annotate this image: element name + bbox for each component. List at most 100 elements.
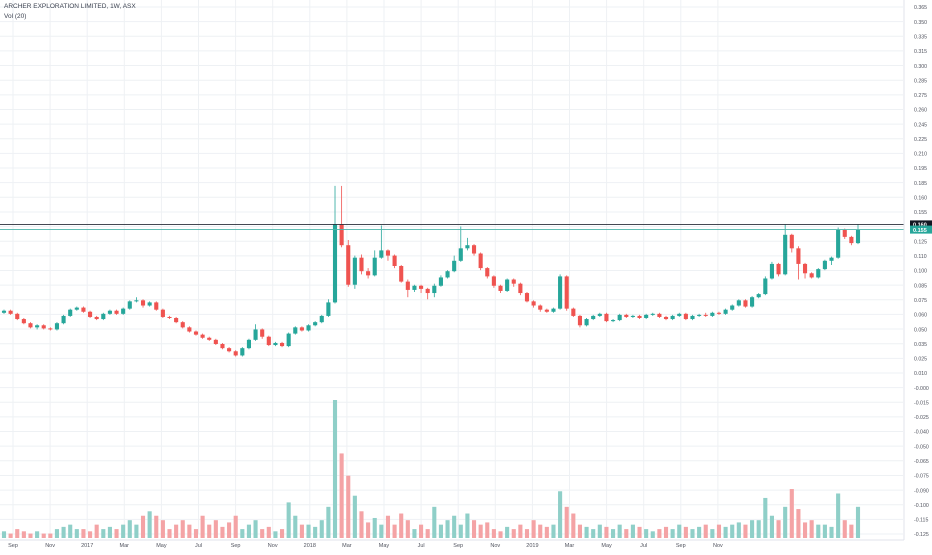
volume-bar [412, 529, 417, 538]
candle-body [756, 294, 761, 298]
candle-body [187, 327, 192, 332]
volume-bar [266, 526, 271, 538]
candle-body [154, 302, 159, 310]
candle-body [445, 271, 450, 278]
volume-bar [730, 524, 735, 538]
candle-body [438, 277, 443, 286]
volume-bar [816, 524, 821, 538]
volume-bar [723, 526, 728, 538]
candle-body [147, 302, 152, 306]
candle-body [332, 224, 338, 303]
candle-body [319, 315, 324, 323]
time-tick-label: Nov [490, 543, 500, 549]
price-tick-label: 0.365 [914, 5, 927, 11]
volume-bar [346, 475, 351, 538]
horizontal-lines[interactable] [0, 223, 904, 231]
volume-bar [273, 531, 278, 538]
volume-bar [663, 526, 669, 538]
volume-bar [538, 524, 543, 538]
price-tick-label: 0.025 [914, 357, 927, 363]
candle-body [1, 310, 7, 313]
price-tick-label: 0.160 [914, 196, 927, 202]
candle-body [306, 325, 311, 331]
price-tick-label: 0.035 [914, 342, 927, 348]
candle-body [15, 313, 20, 320]
volume-bar [147, 511, 152, 538]
volume-bar [577, 524, 583, 538]
volume-bar [352, 495, 357, 538]
volume-bar [591, 529, 596, 538]
volume-bar [783, 506, 788, 538]
time-tick-label: 2019 [526, 543, 538, 549]
volume-bar [260, 529, 265, 538]
volume-bar [518, 524, 523, 538]
volume-bar [511, 529, 516, 538]
candle-body [630, 315, 635, 317]
candle-body [101, 313, 106, 320]
candle-body [564, 276, 569, 309]
candle-body [558, 276, 563, 309]
price-tick-label: 0.155 [914, 210, 927, 216]
candle-body [160, 309, 165, 317]
volume-bar [21, 531, 26, 538]
candle-body [326, 302, 331, 316]
volume-bar [551, 524, 556, 538]
volume-bar [213, 520, 218, 538]
volume-bar [624, 529, 629, 538]
candle-body [419, 285, 424, 289]
volume-bar [319, 520, 324, 538]
candle-body [140, 300, 146, 306]
candle-body [505, 279, 510, 291]
candle-body [703, 314, 708, 316]
candle-body [849, 236, 854, 244]
candle-body [783, 234, 788, 275]
volume-bar [326, 506, 331, 538]
candle-body [551, 308, 556, 312]
candle-body [683, 313, 688, 320]
volume-bar [485, 522, 490, 538]
volume-bar [756, 520, 761, 538]
volume-bar [332, 400, 338, 538]
price-tick-label: 0.185 [914, 181, 927, 187]
chart-title: ARCHER EXPLORATION LIMITED, 1W, ASX [4, 3, 136, 10]
candle-body [299, 327, 304, 331]
volume-bar [379, 524, 384, 538]
volume-bar [558, 491, 563, 538]
volume-bar [524, 529, 530, 538]
time-tick-label: 2018 [304, 543, 316, 549]
price-tick-label: 0.210 [914, 152, 927, 158]
candle-body [697, 314, 702, 316]
volume-bar [101, 529, 106, 538]
time-tick-label: Sep [453, 543, 463, 549]
volume-indicator-label[interactable]: Vol (20) [4, 13, 27, 20]
volume-bar [498, 531, 503, 538]
candle-body [273, 342, 278, 346]
price-tick-label: -0.075 [914, 474, 929, 480]
candle-body [385, 250, 391, 256]
price-tick-label: 0.245 [914, 122, 927, 128]
candle-body [855, 229, 861, 244]
volume-bar [392, 524, 397, 538]
volume-bar [8, 533, 13, 538]
candle-body [233, 351, 238, 356]
volume-bar [246, 524, 251, 538]
candle-body [379, 250, 384, 258]
volume-bar [604, 526, 609, 538]
candle-body [617, 314, 622, 321]
price-tick-label: 0.225 [914, 137, 927, 143]
candle-body [577, 315, 583, 326]
volume-bar [313, 526, 318, 538]
volume-bar [372, 517, 377, 538]
volume-bar [366, 522, 371, 538]
price-tick-label: 0.285 [914, 78, 927, 84]
candle-body [127, 301, 132, 309]
candle-body [776, 263, 781, 275]
price-tick-label: -0.050 [914, 444, 929, 450]
volume-bar [650, 531, 655, 538]
price-badge-current [910, 220, 932, 229]
candle-body [485, 268, 490, 277]
volume-bar [385, 515, 391, 538]
volume-bar [465, 513, 470, 538]
